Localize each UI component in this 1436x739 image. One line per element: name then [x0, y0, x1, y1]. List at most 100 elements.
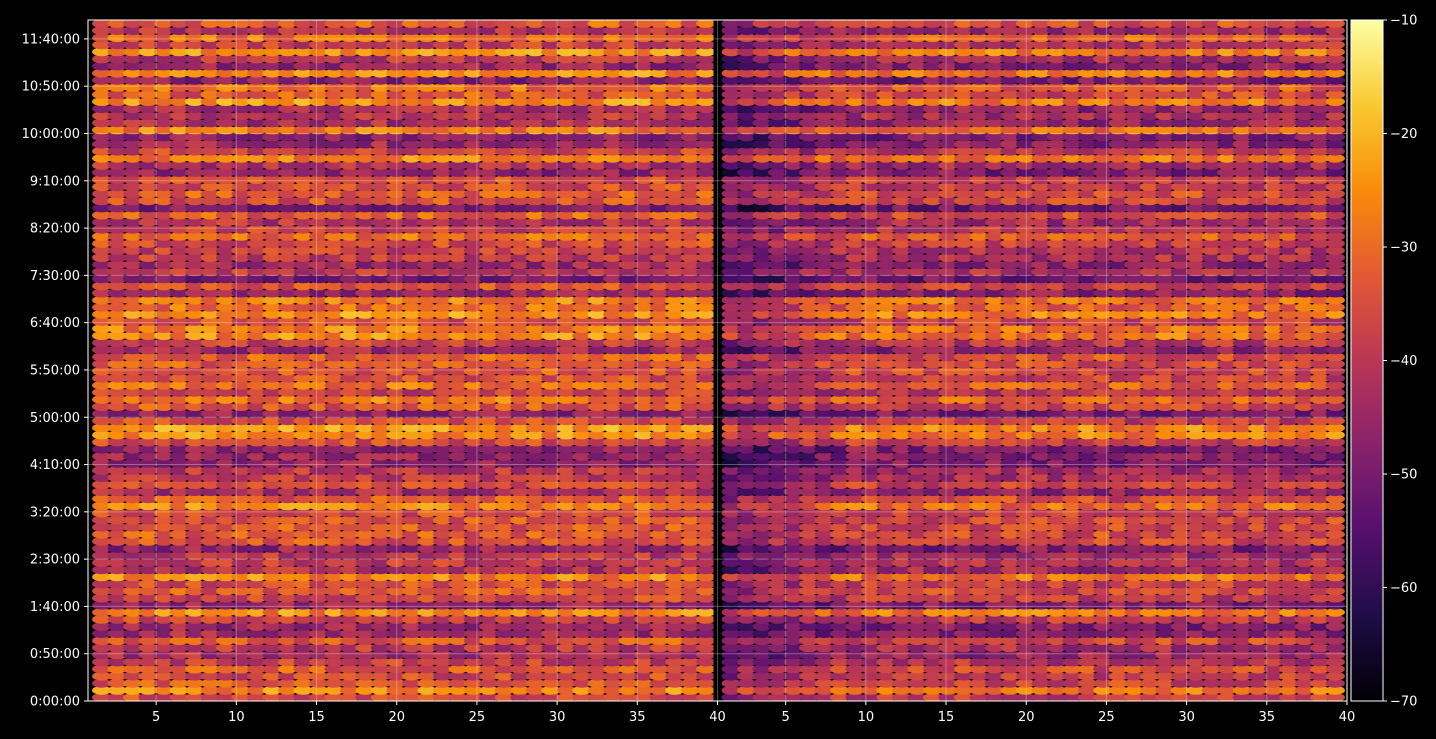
heatmap-cell: [417, 622, 437, 631]
heatmap-cell: [696, 643, 716, 653]
heatmap-cell: [386, 622, 406, 631]
heatmap-cell: [138, 650, 158, 660]
heatmap-cell: [370, 664, 391, 674]
heatmap-cell: [339, 622, 360, 631]
heatmap-cell: [680, 686, 700, 695]
heatmap-cell: [556, 664, 577, 674]
heatmap-cell: [494, 686, 514, 695]
heatmap-cell: [541, 629, 561, 638]
heatmap-cell: [510, 678, 530, 688]
heatmap-cell: [603, 657, 623, 667]
heatmap-cell: [463, 615, 483, 624]
heatmap-cell: [262, 629, 282, 638]
heatmap-cell: [649, 671, 669, 681]
heatmap-cell: [293, 678, 313, 688]
heatmap-cell: [200, 636, 220, 646]
heatmap-cell: [494, 650, 514, 660]
heatmap-cell: [278, 664, 298, 674]
heatmap-cell: [247, 657, 267, 667]
heatmap-cell: [370, 657, 391, 667]
heatmap-cell: [339, 636, 360, 646]
heatmap-cell: [525, 678, 546, 688]
heatmap-cell: [262, 657, 282, 667]
heatmap-cell: [216, 650, 236, 660]
heatmap-cell: [216, 693, 236, 701]
heatmap-cell: [370, 678, 391, 688]
heatmap-cell: [355, 693, 375, 701]
heatmap-cell: [370, 615, 391, 624]
heatmap-cell: [138, 693, 158, 701]
heatmap-cell: [185, 664, 205, 674]
heatmap-cell: [293, 643, 313, 653]
heatmap-cell: [603, 693, 623, 701]
heatmap-cell: [154, 657, 174, 667]
heatmap-cell: [138, 643, 158, 653]
heatmap-cell: [216, 657, 236, 667]
heatmap-cell: [525, 650, 546, 660]
heatmap-cell: [448, 636, 468, 646]
heatmap-cell: [92, 650, 112, 660]
heatmap-cell: [401, 643, 422, 653]
heatmap-cell: [587, 629, 607, 638]
heatmap-cell: [587, 686, 607, 695]
heatmap-cell: [216, 671, 236, 681]
heatmap-cell: [680, 657, 700, 667]
heatmap-cell: [370, 650, 391, 660]
heatmap-cell: [355, 678, 375, 688]
heatmap-cell: [339, 650, 360, 660]
heatmap-cell: [417, 650, 437, 660]
heatmap-cell: [572, 622, 592, 631]
heatmap-cell: [386, 657, 406, 667]
heatmap-cell: [417, 671, 437, 681]
heatmap-cell: [154, 622, 174, 631]
heatmap-cell: [510, 636, 530, 646]
heatmap-cell: [123, 671, 143, 681]
heatmap-cell: [355, 664, 375, 674]
heatmap-cell: [324, 664, 344, 674]
heatmap-cell: [107, 671, 127, 681]
heatmap-cell: [231, 629, 251, 638]
heatmap-cell: [309, 678, 329, 688]
heatmap-cell: [463, 629, 483, 638]
heatmap-cell: [634, 664, 654, 674]
heatmap-cell: [324, 671, 344, 681]
heatmap-cell: [293, 686, 313, 695]
heatmap-cell: [401, 629, 422, 638]
heatmap-cell: [169, 643, 189, 653]
heatmap-cell: [247, 629, 267, 638]
heatmap-cell: [401, 693, 422, 701]
heatmap-cell: [262, 686, 282, 695]
heatmap-cell: [123, 629, 143, 638]
heatmap-cell: [541, 657, 561, 667]
heatmap-cell: [448, 615, 468, 624]
heatmap-cell: [138, 657, 158, 667]
heatmap-cell: [293, 671, 313, 681]
heatmap-cell: [432, 650, 453, 660]
heatmap-cell: [541, 650, 561, 660]
heatmap-cell: [370, 643, 391, 653]
heatmap-cell: [293, 622, 313, 631]
heatmap-cell: [216, 622, 236, 631]
heatmap-cell: [278, 622, 298, 631]
heatmap-cell: [696, 664, 716, 674]
heatmap-cell: [107, 686, 127, 695]
heatmap-cell: [665, 650, 685, 660]
heatmap-cell: [618, 650, 638, 660]
heatmap-cell: [587, 622, 607, 631]
heatmap-cell: [541, 636, 561, 646]
heatmap-cell: [417, 693, 437, 701]
heatmap-cell: [185, 686, 205, 695]
heatmap-cell: [200, 622, 220, 631]
heatmap-cell: [634, 629, 654, 638]
heatmap-cell: [262, 622, 282, 631]
heatmap-cell: [138, 629, 158, 638]
heatmap-cell: [309, 671, 329, 681]
heatmap-cell: [339, 678, 360, 688]
heatmap-cell: [309, 615, 329, 624]
heatmap-cell: [216, 678, 236, 688]
heatmap-cell: [432, 678, 453, 688]
heatmap-cell: [603, 622, 623, 631]
heatmap-cell: [603, 650, 623, 660]
heatmap-cell: [463, 671, 483, 681]
heatmap-cell: [494, 664, 514, 674]
